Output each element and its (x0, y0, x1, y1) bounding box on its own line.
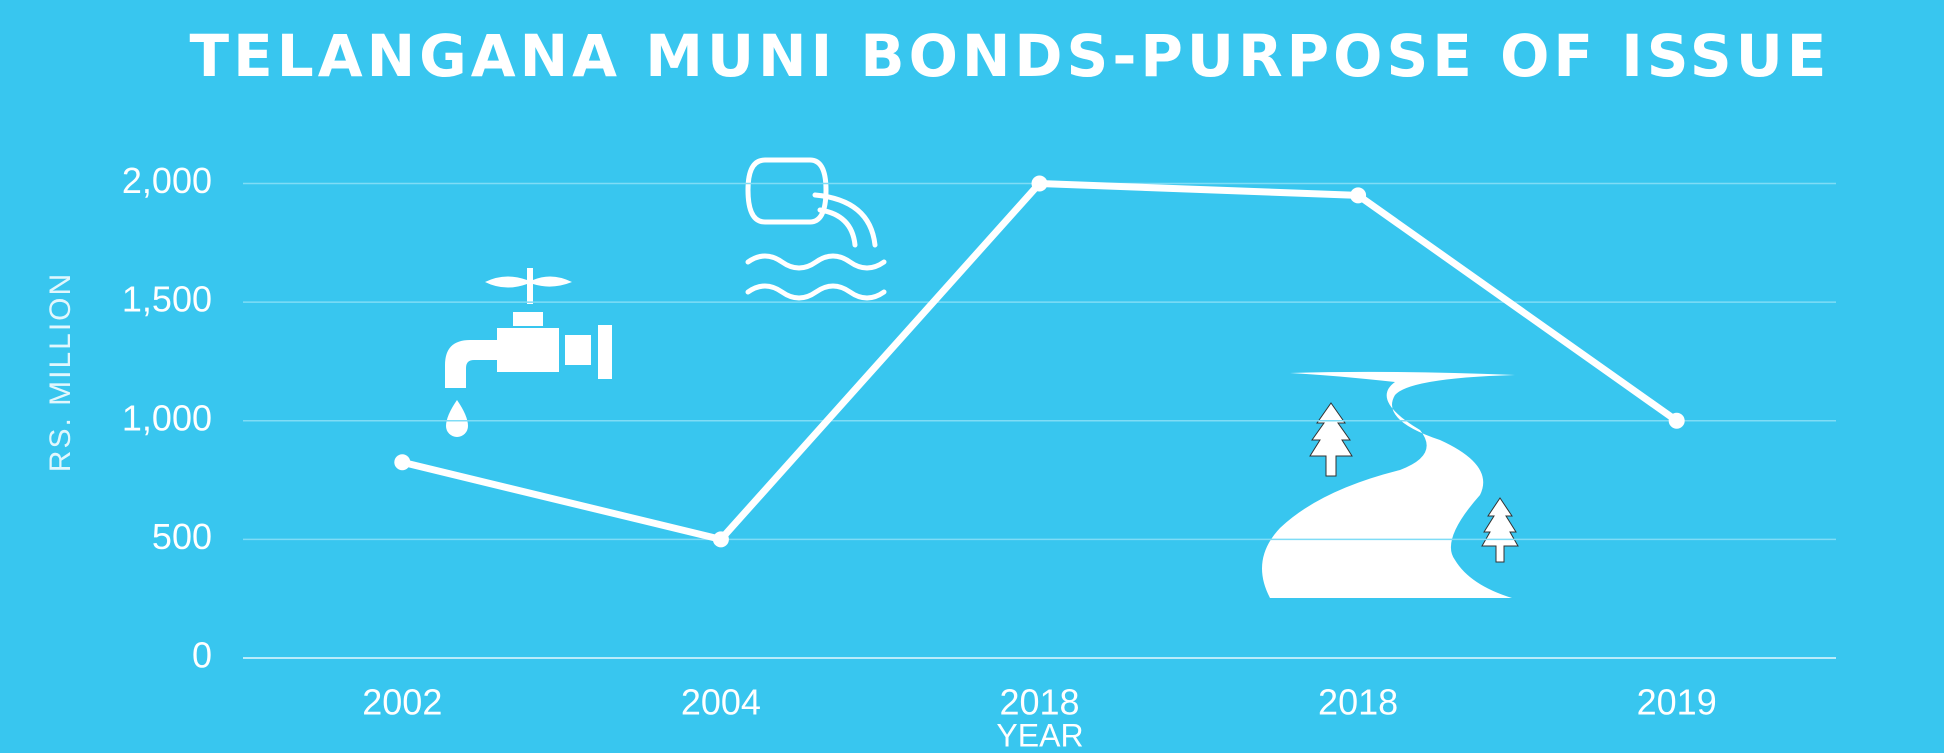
x-tick-label: 2018 (1318, 682, 1398, 723)
x-tick-label: 2018 (999, 682, 1079, 723)
y-tick-label: 0 (192, 635, 212, 676)
x-tick-label: 2002 (362, 682, 442, 723)
data-point (1669, 413, 1685, 429)
y-tick-label: 500 (152, 516, 212, 557)
y-tick-label: 1,000 (122, 397, 212, 438)
chart-title: TELANGANA MUNI BONDS-PURPOSE OF ISSUE (190, 22, 1831, 90)
x-tick-label: 2004 (681, 682, 761, 723)
data-point (394, 454, 410, 470)
background (0, 0, 1944, 753)
data-point (713, 531, 729, 547)
data-point (1032, 176, 1048, 192)
chart: TELANGANA MUNI BONDS-PURPOSE OF ISSUE RS… (0, 0, 1944, 753)
y-tick-label: 2,000 (122, 160, 212, 201)
y-tick-label: 1,500 (122, 279, 212, 320)
y-axis-label: RS. MILLION (44, 272, 77, 472)
x-tick-label: 2019 (1637, 682, 1717, 723)
x-axis-label: YEAR (996, 717, 1083, 753)
data-point (1350, 187, 1366, 203)
